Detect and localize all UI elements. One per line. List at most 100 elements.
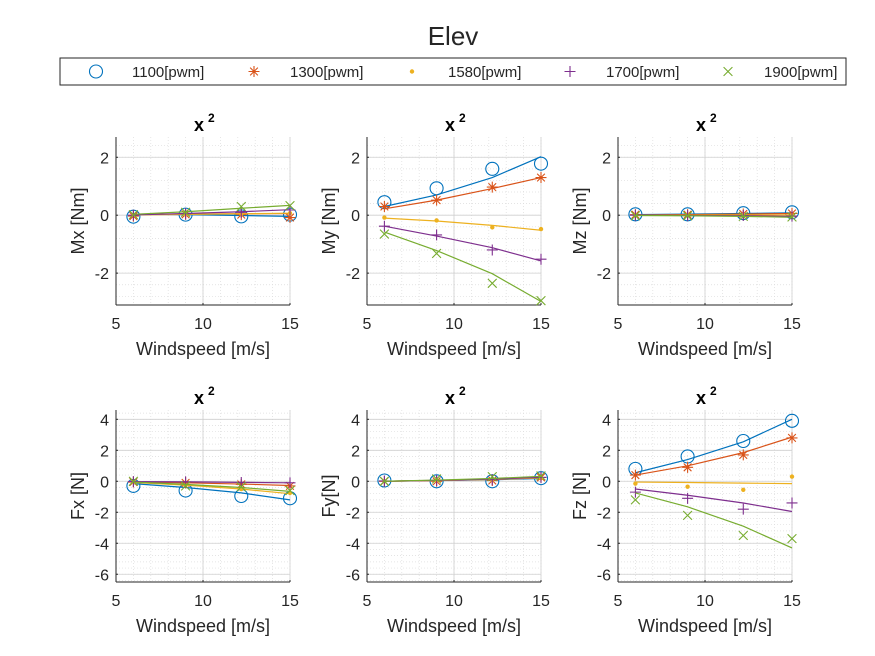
data-point bbox=[535, 471, 547, 483]
series-1900-pwm bbox=[128, 476, 295, 496]
series-1900-pwm bbox=[128, 200, 295, 220]
data-point bbox=[431, 229, 443, 241]
y-tick-label: -4 bbox=[95, 536, 109, 553]
y-tick-label: 0 bbox=[602, 474, 611, 491]
y-tick-label: 2 bbox=[351, 150, 360, 167]
fit-line bbox=[635, 418, 793, 474]
subplot-title-superscript: 2 bbox=[208, 111, 215, 125]
fit-line bbox=[133, 481, 291, 492]
y-axis-label: Fy[N] bbox=[319, 475, 339, 518]
legend-item-1900-pwm: 1900[pwm] bbox=[723, 64, 837, 81]
y-tick-label: -6 bbox=[346, 567, 360, 584]
data-point bbox=[486, 181, 498, 193]
y-tick-label: 2 bbox=[351, 443, 360, 460]
y-tick-label: 2 bbox=[100, 443, 109, 460]
fit-line bbox=[635, 492, 793, 549]
data-point bbox=[485, 161, 500, 176]
data-point bbox=[535, 253, 547, 265]
fit-line bbox=[635, 481, 793, 485]
legend-item-1100-pwm: 1100[pwm] bbox=[88, 64, 204, 81]
major-grid bbox=[366, 410, 542, 582]
x-tick-label: 15 bbox=[783, 316, 801, 333]
data-point bbox=[630, 210, 641, 221]
fit-line bbox=[133, 204, 291, 215]
y-tick-label: -4 bbox=[346, 536, 360, 553]
x-tick-label: 5 bbox=[112, 593, 121, 610]
subplot-title: x bbox=[445, 115, 455, 135]
x-tick-label: 15 bbox=[281, 316, 299, 333]
data-point bbox=[487, 471, 498, 482]
data-point bbox=[738, 211, 749, 222]
fit-line bbox=[384, 217, 542, 231]
y-tick-label: -2 bbox=[95, 266, 109, 283]
fit-line bbox=[384, 156, 542, 208]
data-point bbox=[536, 295, 546, 306]
legend-label: 1580[pwm] bbox=[448, 64, 521, 81]
y-tick-label: 0 bbox=[100, 208, 109, 225]
data-point bbox=[378, 201, 390, 213]
y-tick-label: 4 bbox=[100, 412, 109, 429]
data-point bbox=[128, 476, 139, 487]
data-point bbox=[379, 476, 390, 487]
series-1900-pwm bbox=[630, 492, 797, 549]
y-tick-label: -2 bbox=[597, 505, 611, 522]
data-point bbox=[685, 484, 690, 489]
data-point bbox=[787, 212, 797, 222]
fit-line bbox=[133, 209, 291, 216]
x-axis-label: Windspeed [m/s] bbox=[638, 616, 772, 636]
subplot-title: x bbox=[194, 115, 204, 135]
data-point bbox=[629, 469, 641, 481]
data-point bbox=[379, 229, 390, 239]
legend-label: 1700[pwm] bbox=[606, 64, 679, 81]
x-tick-label: 5 bbox=[363, 316, 372, 333]
subplot-title: x bbox=[696, 388, 706, 408]
x-axis-label: Windspeed [m/s] bbox=[387, 339, 521, 359]
legend-item-1700-pwm: 1700[pwm] bbox=[564, 64, 679, 81]
series-1300-pwm bbox=[629, 432, 798, 481]
x-tick-label: 15 bbox=[281, 593, 299, 610]
subplot-title-superscript: 2 bbox=[710, 384, 717, 398]
data-point bbox=[538, 226, 544, 232]
x-tick-label: 10 bbox=[696, 593, 714, 610]
x-tick-label: 15 bbox=[532, 593, 550, 610]
data-point bbox=[741, 487, 746, 493]
data-point bbox=[382, 215, 387, 220]
x-tick-label: 5 bbox=[614, 593, 623, 610]
y-tick-label: 0 bbox=[351, 208, 360, 225]
subplot-title: x bbox=[445, 388, 455, 408]
x-axis-label: Windspeed [m/s] bbox=[638, 339, 772, 359]
series-1580-pwm bbox=[633, 474, 795, 493]
y-tick-label: 0 bbox=[351, 474, 360, 491]
fit-line bbox=[384, 225, 542, 262]
y-tick-label: -2 bbox=[346, 266, 360, 283]
data-point bbox=[285, 485, 295, 496]
series-1900-pwm bbox=[379, 471, 546, 487]
y-tick-label: 2 bbox=[602, 443, 611, 460]
y-tick-label: -2 bbox=[346, 505, 360, 522]
legend-box bbox=[59, 57, 847, 86]
legend-label: 1900[pwm] bbox=[764, 64, 837, 81]
x-tick-label: 10 bbox=[445, 593, 463, 610]
series-1700-pwm bbox=[378, 220, 547, 265]
data-point bbox=[682, 510, 693, 521]
x-tick-label: 15 bbox=[532, 316, 550, 333]
data-point bbox=[434, 218, 439, 223]
legend-item-1300-pwm: 1300[pwm] bbox=[248, 64, 363, 81]
data-point bbox=[535, 172, 547, 184]
legend-label: 1300[pwm] bbox=[290, 64, 363, 81]
subplot-title-superscript: 2 bbox=[208, 384, 215, 398]
subplot-title-superscript: 2 bbox=[459, 111, 466, 125]
data-point bbox=[431, 248, 442, 259]
fit-line bbox=[384, 231, 542, 303]
x-axis-label: Windspeed [m/s] bbox=[136, 616, 270, 636]
x-tick-label: 5 bbox=[112, 316, 121, 333]
series-1900-pwm bbox=[379, 229, 546, 306]
series-1300-pwm bbox=[378, 172, 547, 213]
data-point bbox=[180, 481, 191, 491]
y-tick-label: 2 bbox=[602, 150, 611, 167]
subplot-title: x bbox=[194, 388, 204, 408]
data-point bbox=[736, 433, 751, 449]
